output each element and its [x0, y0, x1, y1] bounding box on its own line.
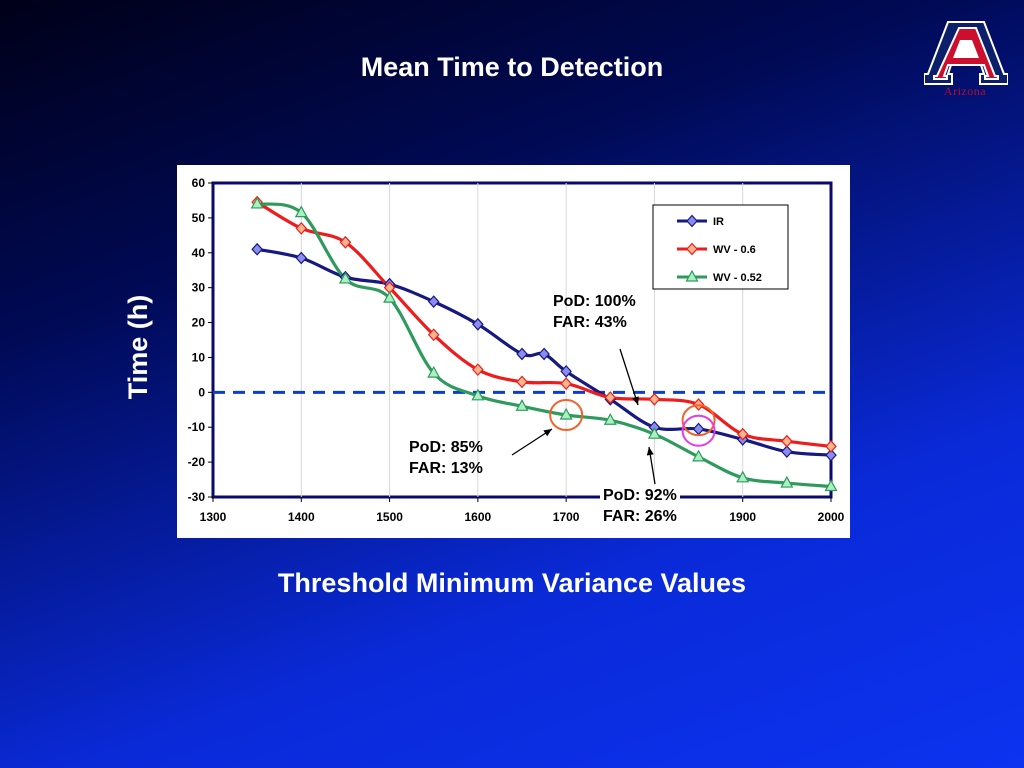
legend-marker-wv052 — [685, 269, 699, 282]
data-point-wv06 — [736, 427, 749, 441]
y-tick-label: -10 — [188, 420, 206, 434]
y-axis-title: Time (h) — [123, 294, 153, 400]
data-point-wv06 — [560, 377, 572, 391]
data-point-wv052 — [338, 271, 352, 284]
data-point-wv052 — [294, 205, 308, 218]
arrow-pod92-head — [646, 447, 654, 456]
arrow-pod100-head — [632, 396, 639, 405]
data-point-wv06 — [781, 434, 793, 448]
data-point-wv052 — [780, 475, 794, 488]
annotation-pod100-line1: PoD: 100% — [553, 293, 636, 310]
highlight-circle-pod92 — [681, 414, 716, 447]
data-point-wv06 — [427, 328, 440, 342]
data-point-ir — [538, 347, 550, 361]
x-tick-label: 1700 — [553, 510, 580, 524]
data-point-wv052 — [603, 412, 617, 425]
annotation-pod92-line1: PoD: 92% — [603, 487, 677, 504]
annotation-pod85-line1: PoD: 85% — [409, 439, 483, 456]
y-tick-label: 30 — [192, 281, 206, 295]
x-axis-title: Threshold Minimum Variance Values — [277, 568, 747, 598]
x-tick-label: 1500 — [376, 510, 403, 524]
logo-wordmark: Arizona — [943, 84, 987, 98]
y-tick-label: 20 — [192, 316, 206, 330]
data-point-wv06 — [295, 221, 308, 235]
data-point-wv052 — [471, 388, 485, 401]
y-tick-label: 50 — [192, 211, 206, 225]
data-point-wv06 — [472, 363, 484, 377]
data-point-wv052 — [647, 426, 661, 439]
data-point-ir — [825, 448, 837, 462]
highlight-circle-pod85 — [549, 399, 584, 432]
legend-label-ir: IR — [713, 216, 724, 228]
y-tick-label: 0 — [198, 385, 205, 399]
legend-marker-wv06 — [686, 242, 698, 256]
x-tick-label: 2000 — [818, 510, 845, 524]
legend-label-wv052: WV - 0.52 — [713, 272, 762, 284]
annotation-pod100-line2: FAR: 43% — [553, 314, 627, 331]
data-point-ir — [472, 317, 484, 331]
y-tick-label: 60 — [192, 176, 206, 190]
x-tick-label: 1900 — [729, 510, 756, 524]
arrow-pod85-head — [543, 429, 552, 437]
line-chart: 1300140015001600170018001900200060504030… — [188, 176, 845, 524]
data-point-ir — [781, 445, 793, 459]
data-point-wv052 — [383, 290, 397, 303]
data-point-wv06 — [604, 391, 617, 404]
y-tick-label: 40 — [192, 246, 206, 260]
highlight-circle-pod100 — [681, 404, 716, 437]
annotation-pod85: PoD: 85% FAR: 13% — [409, 437, 483, 479]
data-point-wv052 — [736, 470, 750, 483]
annotation-pod92-line2: FAR: 26% — [603, 508, 677, 525]
data-point-wv06 — [648, 392, 661, 406]
annotation-pod85-line2: FAR: 13% — [409, 460, 483, 477]
annotation-pod92: PoD: 92% FAR: 26% — [600, 485, 680, 527]
data-point-ir — [560, 365, 572, 378]
annotation-pod100: PoD: 100% FAR: 43% — [553, 291, 636, 333]
chart-panel: 1300140015001600170018001900200060504030… — [177, 165, 850, 538]
y-tick-label: -20 — [188, 455, 206, 469]
legend-box — [652, 204, 789, 290]
data-point-wv052 — [824, 479, 838, 492]
arizona-logo-icon — [924, 21, 1008, 85]
x-tick-label: 1400 — [288, 510, 315, 524]
data-point-wv052 — [250, 196, 264, 209]
data-point-wv052 — [427, 365, 441, 378]
data-point-ir — [427, 295, 440, 309]
slide-title: Mean Time to Detection — [360, 52, 664, 82]
arrow-pod100 — [619, 348, 639, 406]
data-point-wv06 — [825, 440, 837, 453]
data-point-wv06 — [339, 235, 352, 249]
x-tick-label: 1300 — [200, 510, 227, 524]
legend-label-wv06: WV - 0.6 — [713, 244, 756, 256]
legend-marker-ir — [686, 214, 698, 228]
data-point-wv052 — [559, 407, 573, 420]
data-point-wv06 — [516, 375, 528, 389]
x-tick-label: 1600 — [465, 510, 492, 524]
data-point-ir — [251, 242, 263, 256]
series-line-wv06 — [256, 200, 832, 448]
y-tick-label: 10 — [192, 350, 206, 364]
y-tick-label: -30 — [188, 490, 206, 504]
data-point-wv052 — [692, 449, 706, 462]
data-point-ir — [516, 347, 528, 361]
data-point-ir — [295, 251, 308, 265]
data-point-wv052 — [515, 399, 529, 411]
